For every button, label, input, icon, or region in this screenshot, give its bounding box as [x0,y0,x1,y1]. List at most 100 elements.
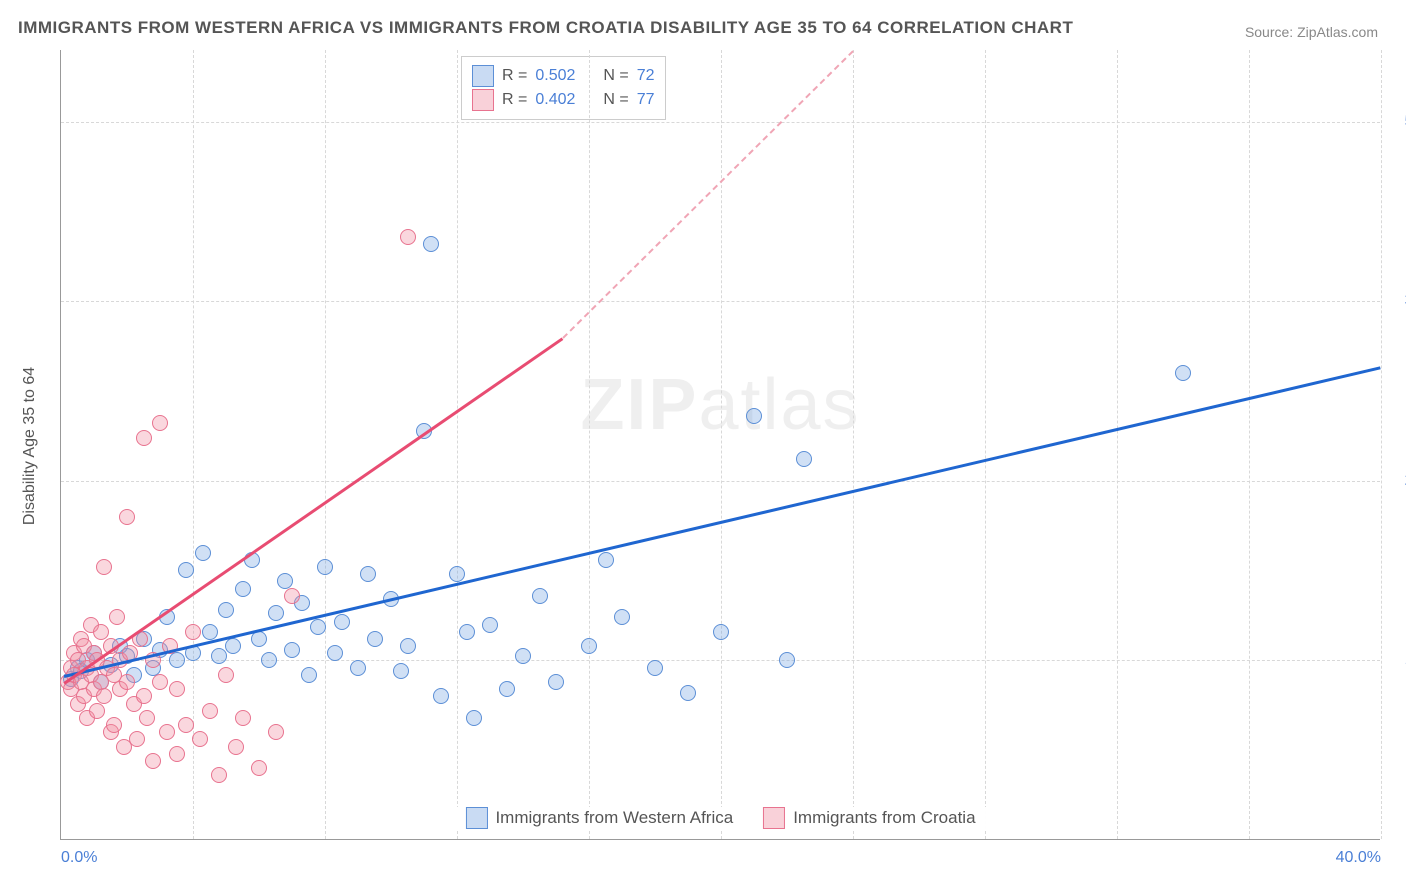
data-point [145,753,161,769]
data-point [192,731,208,747]
legend-r-value: 0.402 [535,91,575,109]
legend-stat-row: R = 0.502 N = 72 [472,65,655,87]
data-point [796,451,812,467]
data-point [178,562,194,578]
data-point [581,638,597,654]
data-point [106,717,122,733]
gridline-vertical [325,50,326,839]
data-point [647,660,663,676]
data-point [433,688,449,704]
data-point [235,710,251,726]
gridline-vertical [1381,50,1382,839]
gridline-vertical [1249,50,1250,839]
data-point [136,688,152,704]
data-point [89,703,105,719]
data-point [178,717,194,733]
data-point [301,667,317,683]
data-point [482,617,498,633]
data-point [466,710,482,726]
data-point [284,642,300,658]
data-point [93,624,109,640]
data-point [119,509,135,525]
data-point [139,710,155,726]
legend-n-prefix: N = [603,91,628,109]
data-point [779,652,795,668]
xtick-label: 40.0% [1336,849,1381,867]
data-point [334,614,350,630]
legend-series-label: Immigrants from Western Africa [495,808,733,828]
data-point [327,645,343,661]
data-point [119,674,135,690]
data-point [195,545,211,561]
gridline-vertical [853,50,854,839]
data-point [169,746,185,762]
data-point [251,631,267,647]
data-point [400,229,416,245]
data-point [109,609,125,625]
data-point [393,663,409,679]
data-point [185,624,201,640]
yaxis-label: Disability Age 35 to 64 [21,367,39,525]
data-point [459,624,475,640]
data-point [228,739,244,755]
legend-series: Immigrants from Western Africa Immigrants… [455,807,985,829]
data-point [96,688,112,704]
source-label: Source: ZipAtlas.com [1245,24,1378,40]
legend-series-item: Immigrants from Western Africa [465,807,733,829]
data-point [225,638,241,654]
data-point [159,724,175,740]
gridline-vertical [985,50,986,839]
ytick-label: 25.0% [1390,472,1406,490]
legend-series-label: Immigrants from Croatia [793,808,975,828]
data-point [211,767,227,783]
data-point [449,566,465,582]
data-point [169,652,185,668]
xtick-label: 0.0% [61,849,97,867]
data-point [218,602,234,618]
data-point [268,724,284,740]
ytick-label: 50.0% [1390,113,1406,131]
data-point [218,667,234,683]
data-point [614,609,630,625]
data-point [423,236,439,252]
data-point [317,559,333,575]
data-point [367,631,383,647]
data-point [310,619,326,635]
legend-swatch [763,807,785,829]
legend-swatch [472,89,494,111]
data-point [680,685,696,701]
data-point [350,660,366,676]
data-point [169,681,185,697]
data-point [713,624,729,640]
gridline-vertical [457,50,458,839]
gridline-vertical [589,50,590,839]
legend-r-prefix: R = [502,91,527,109]
ytick-label: 12.5% [1390,651,1406,669]
watermark-bold: ZIP [580,365,698,445]
legend-r-value: 0.502 [535,67,575,85]
data-point [235,581,251,597]
data-point [202,703,218,719]
legend-n-value: 72 [637,67,655,85]
data-point [251,760,267,776]
gridline-vertical [721,50,722,839]
plot-area: ZIPatlas R = 0.502N = 72R = 0.402N = 77 … [60,50,1380,840]
data-point [152,415,168,431]
legend-n-prefix: N = [603,67,628,85]
data-point [202,624,218,640]
data-point [360,566,376,582]
data-point [532,588,548,604]
watermark-rest: atlas [698,365,860,445]
legend-stats: R = 0.502 N = 72 R = 0.402 N = 77 [461,56,666,120]
data-point [96,559,112,575]
chart-title: IMMIGRANTS FROM WESTERN AFRICA VS IMMIGR… [18,18,1073,38]
legend-r-prefix: R = [502,67,527,85]
data-point [548,674,564,690]
data-point [152,674,168,690]
legend-stat-row: R = 0.402 N = 77 [472,89,655,111]
legend-n-value: 77 [637,91,655,109]
data-point [129,731,145,747]
data-point [1175,365,1191,381]
data-point [284,588,300,604]
legend-swatch [472,65,494,87]
